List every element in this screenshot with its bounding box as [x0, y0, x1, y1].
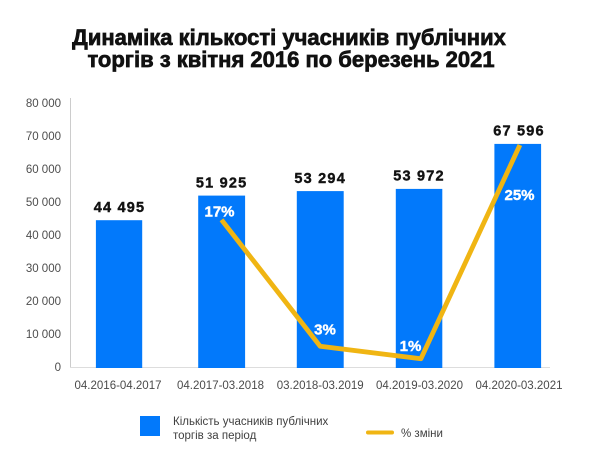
svg-text:50 000: 50 000: [26, 197, 61, 209]
svg-text:25%: 25%: [504, 187, 534, 204]
svg-text:53 972: 53 972: [393, 169, 445, 185]
svg-text:торгів за період: торгів за період: [173, 430, 257, 442]
svg-text:04.2017-03.2018: 04.2017-03.2018: [177, 380, 264, 392]
svg-text:51 925: 51 925: [196, 175, 248, 191]
svg-text:Кількість учасників публічних: Кількість учасників публічних: [173, 416, 329, 428]
svg-text:60 000: 60 000: [26, 164, 61, 176]
svg-text:% зміни: % зміни: [401, 428, 443, 440]
svg-text:0: 0: [55, 362, 61, 374]
svg-text:30 000: 30 000: [26, 263, 61, 275]
svg-text:10 000: 10 000: [26, 329, 61, 341]
svg-text:40 000: 40 000: [26, 230, 61, 242]
svg-text:44 495: 44 495: [94, 200, 146, 216]
svg-text:1%: 1%: [400, 338, 422, 355]
svg-text:3%: 3%: [314, 322, 336, 339]
svg-text:80 000: 80 000: [26, 98, 61, 110]
svg-text:04.2020-03.2021: 04.2020-03.2021: [476, 380, 563, 392]
svg-text:53 294: 53 294: [294, 171, 346, 187]
svg-text:17%: 17%: [204, 204, 234, 221]
svg-text:04.2016-04.2017: 04.2016-04.2017: [75, 380, 162, 392]
svg-text:04.2019-03.2020: 04.2019-03.2020: [376, 380, 463, 392]
svg-text:67 596: 67 596: [493, 124, 545, 140]
svg-text:торгів з квітня 2016 по березе: торгів з квітня 2016 по березень 2021: [87, 47, 494, 72]
svg-text:03.2018-03.2019: 03.2018-03.2019: [277, 380, 364, 392]
svg-text:70 000: 70 000: [26, 131, 61, 143]
svg-text:Динаміка кількості учасників п: Динаміка кількості учасників публічних: [72, 25, 506, 50]
svg-text:20 000: 20 000: [26, 296, 61, 308]
